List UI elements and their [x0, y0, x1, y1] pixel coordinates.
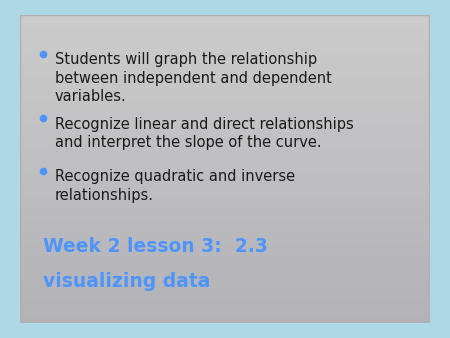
- Text: Recognize linear and direct relationships
and interpret the slope of the curve.: Recognize linear and direct relationship…: [55, 117, 354, 150]
- Text: Week 2 lesson 3:  2.3: Week 2 lesson 3: 2.3: [43, 237, 268, 256]
- Text: Students will graph the relationship
between independent and dependent
variables: Students will graph the relationship bet…: [55, 52, 332, 104]
- Text: visualizing data: visualizing data: [43, 272, 210, 291]
- Text: Recognize quadratic and inverse
relationships.: Recognize quadratic and inverse relation…: [55, 169, 295, 202]
